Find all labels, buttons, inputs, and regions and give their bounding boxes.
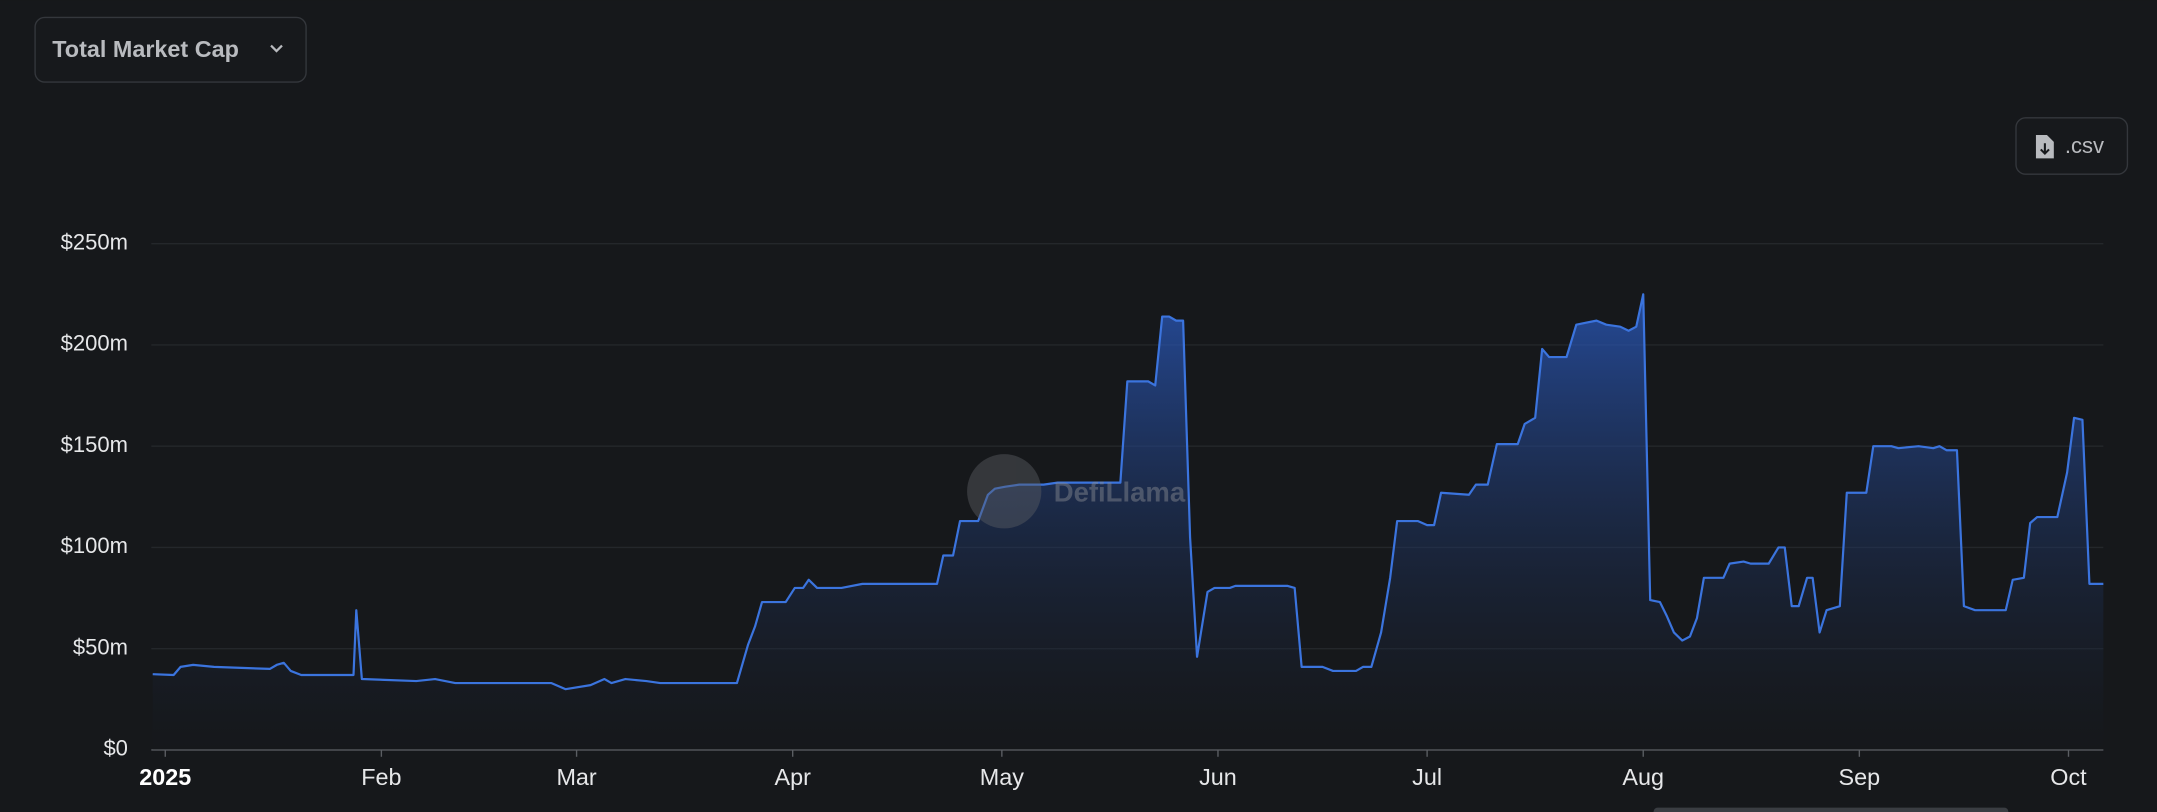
market-cap-line <box>152 293 2104 691</box>
y-tick-label: $50m <box>73 634 128 659</box>
x-tick-label: Oct <box>2050 764 2087 790</box>
csv-button[interactable]: .csv <box>2015 117 2129 175</box>
x-tick-label: May <box>980 764 1024 790</box>
plot-area: $0 $50m $100m $150m $200m $250m 2025 Feb Mar Apr M… <box>61 229 2104 790</box>
scrollbar[interactable] <box>1653 807 2009 812</box>
x-tick-label: 2025 <box>139 764 191 790</box>
x-tick-label: Feb <box>361 764 401 790</box>
watermark-logo <box>967 454 1042 529</box>
download-arrow[interactable] <box>2040 143 2050 156</box>
y-tick-label: $100m <box>61 533 128 558</box>
watermark: DefiLlama <box>967 454 1186 529</box>
chevron-icon[interactable] <box>270 44 283 53</box>
metric-dropdown[interactable]: Total Market Cap <box>34 16 307 83</box>
dropdown-box[interactable] <box>34 16 307 83</box>
watermark-text: DefiLlama <box>1054 476 1186 507</box>
x-tick-label: Sep <box>1839 764 1881 790</box>
csv-button-box[interactable] <box>2015 117 2129 175</box>
x-tick-label: Apr <box>775 764 812 790</box>
area-fill <box>152 294 2104 750</box>
x-tick-label: Jun <box>1199 764 1237 790</box>
y-tick-label: $200m <box>61 331 128 356</box>
x-tick-label: Mar <box>556 764 596 790</box>
x-tick-label: Jul <box>1412 764 1442 790</box>
y-tick-label: $0 <box>103 736 127 761</box>
dropdown-label[interactable]: Total Market Cap <box>52 36 239 62</box>
csv-label[interactable]: .csv <box>2065 133 2104 158</box>
y-tick-label: $150m <box>61 432 128 457</box>
x-tick-label: Aug <box>1622 764 1664 790</box>
y-tick-label: $250m <box>61 229 128 254</box>
